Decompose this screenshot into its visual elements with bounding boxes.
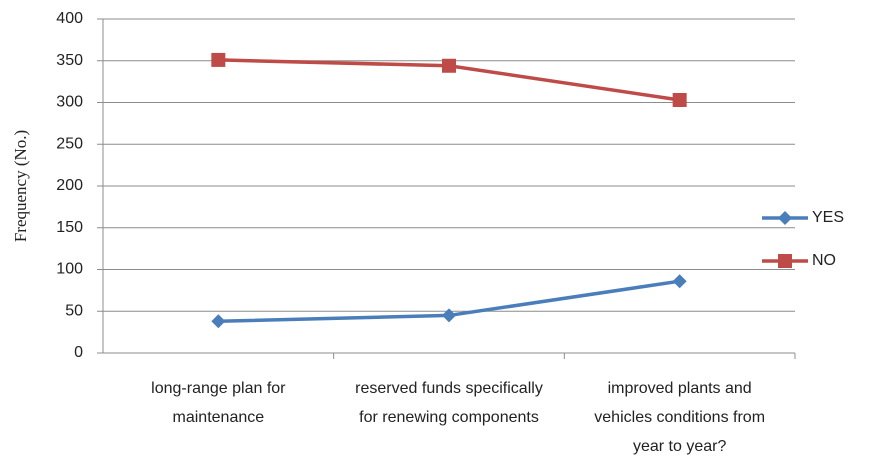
legend-label: YES xyxy=(812,209,844,226)
y-tick-label: 400 xyxy=(56,10,83,27)
x-tick-label: long-range plan for maintenance xyxy=(151,380,286,426)
x-tick-label: reserved funds specifically for renewing… xyxy=(355,380,543,426)
data-point xyxy=(672,92,687,107)
y-tick-label: 50 xyxy=(65,302,83,319)
y-tick-label: 350 xyxy=(56,52,83,69)
legend-label: NO xyxy=(812,252,836,269)
y-tick-label: 300 xyxy=(56,94,83,111)
y-tick-label: 250 xyxy=(56,135,83,152)
data-point xyxy=(442,58,456,73)
data-point xyxy=(211,52,226,67)
x-tick-label: improved plants and vehicles conditions … xyxy=(594,380,766,455)
data-point xyxy=(211,314,226,329)
y-tick-label: 100 xyxy=(56,261,83,278)
y-tick-label: 200 xyxy=(56,177,83,194)
data-point xyxy=(672,274,687,289)
y-axis-label: Frequency (No.) xyxy=(11,130,30,242)
data-point xyxy=(442,308,456,323)
legend-marker xyxy=(778,211,792,225)
y-tick-label: 0 xyxy=(74,344,83,361)
legend-marker xyxy=(778,254,792,268)
y-tick-label: 150 xyxy=(56,219,83,236)
